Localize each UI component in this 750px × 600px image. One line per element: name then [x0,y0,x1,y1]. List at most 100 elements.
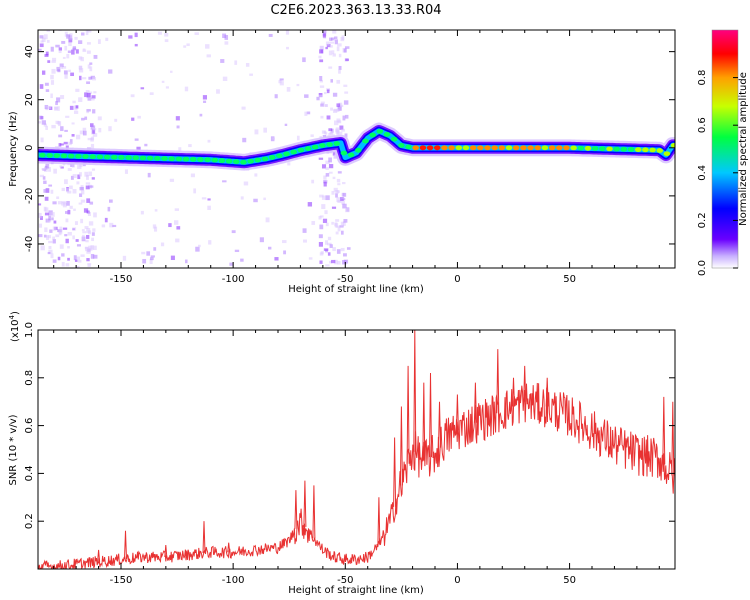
heatmap-speckle [316,96,320,101]
heatmap-speckle [90,123,94,127]
heatmap-speckle [324,210,328,215]
heatmap-speckle [344,133,348,138]
heatmap-speckle [207,139,211,143]
heatmap-speckle [67,190,72,194]
heatmap-speckle [207,198,211,201]
heatmap-speckle [38,121,42,124]
spectrogram-panel: -150 -100 -50 0 50 -40 -20 0 20 40 Height of str… [8,29,676,295]
heatmap-speckle [322,218,328,223]
spectrogram-x-label: Height of straight line (km) [288,284,424,295]
heatmap-peak [211,157,219,163]
heatmap-speckle [73,208,76,211]
heatmap-speckle [71,49,75,55]
heatmap-speckle [38,223,43,228]
heatmap-speckle [202,95,207,100]
heatmap-speckle [80,190,85,195]
heatmap-speckle [81,32,85,36]
heatmap-speckle [263,197,266,201]
spectrogram-frame [37,29,676,269]
heatmap-speckle [268,246,272,250]
heatmap-speckle [87,230,92,235]
heatmap-speckle [328,157,332,163]
heatmap-speckle [224,41,229,45]
heatmap-speckle [70,175,74,180]
heatmap-speckle [63,70,68,75]
heatmap-speckle [85,182,91,185]
heatmap-speckle [149,257,154,261]
heatmap-speckle [44,54,49,57]
snr-x-label: Height of straight line (km) [288,585,424,596]
heatmap-speckle [60,143,64,146]
heatmap-speckle [328,164,334,169]
heatmap-speckle [45,188,50,193]
heatmap-speckle [46,39,50,43]
heatmap-speckle [328,171,333,174]
heatmap-speckle [336,249,341,254]
heatmap-peak [577,145,585,151]
heatmap-speckle [333,109,338,113]
heatmap-speckle [331,37,335,41]
heatmap-speckle [326,43,331,48]
heatmap-speckle [335,225,340,228]
heatmap-speckle [72,189,77,194]
heatmap-peak [240,159,247,165]
heatmap-speckle [75,88,80,92]
heatmap-speckle [286,46,289,50]
heatmap-speckle [46,30,50,32]
heatmap-speckle [80,199,86,203]
heatmap-speckle [325,41,330,46]
heatmap-peak [89,154,97,160]
heatmap-speckle [59,244,64,249]
heatmap-peak [125,155,132,161]
heatmap-speckle [78,56,83,60]
heatmap-speckle [61,261,65,267]
snr-multiplier-exponent: 4 [8,314,16,319]
heatmap-speckle [69,185,73,190]
heatmap-speckle [88,221,94,226]
heatmap-speckle [50,189,54,194]
heatmap-speckle [48,167,51,172]
heatmap-speckle [101,224,106,228]
heatmap-speckle [67,246,70,249]
heatmap-speckle [128,35,133,39]
heatmap-speckle [72,228,75,231]
heatmap-peak [484,145,491,151]
heatmap-speckle [323,175,327,180]
heatmap-peak [333,141,341,146]
heatmap-speckle [321,195,326,200]
colorbar-label: Normalized spectral amplitude [738,72,749,226]
heatmap-speckle [86,81,91,85]
heatmap-speckle [45,89,50,92]
heatmap-speckle [79,65,83,71]
heatmap-speckle [86,42,91,45]
heatmap-peak [469,145,477,151]
heatmap-speckle [66,53,70,59]
snr-spike [523,365,527,402]
snr-multiplier-prefix: (x10 [10,319,21,342]
heatmap-speckle [43,189,46,193]
heatmap-peak [326,142,333,147]
heatmap-speckle [62,202,67,208]
heatmap-speckle [92,228,96,232]
heatmap-speckle [325,46,328,50]
heatmap-speckle [327,252,331,256]
heatmap-speckle [41,120,46,125]
heatmap-speckle [259,237,264,243]
heatmap-speckle [341,260,347,265]
heatmap-speckle [44,82,49,86]
heatmap-speckle [54,106,58,111]
heatmap-speckle [40,245,45,251]
heatmap-peak [175,156,183,162]
heatmap-speckle [86,109,91,112]
heatmap-speckle [85,239,89,243]
heatmap-speckle [199,113,203,117]
heatmap-speckle [329,37,333,41]
heatmap-speckle [242,137,247,143]
heatmap-speckle [86,235,90,239]
heatmap-speckle [57,256,61,261]
heatmap-speckle [176,125,180,129]
heatmap-speckle [87,264,91,267]
heatmap-speckle [318,157,324,160]
heatmap-speckle [91,168,96,171]
heatmap-speckle [52,226,57,231]
